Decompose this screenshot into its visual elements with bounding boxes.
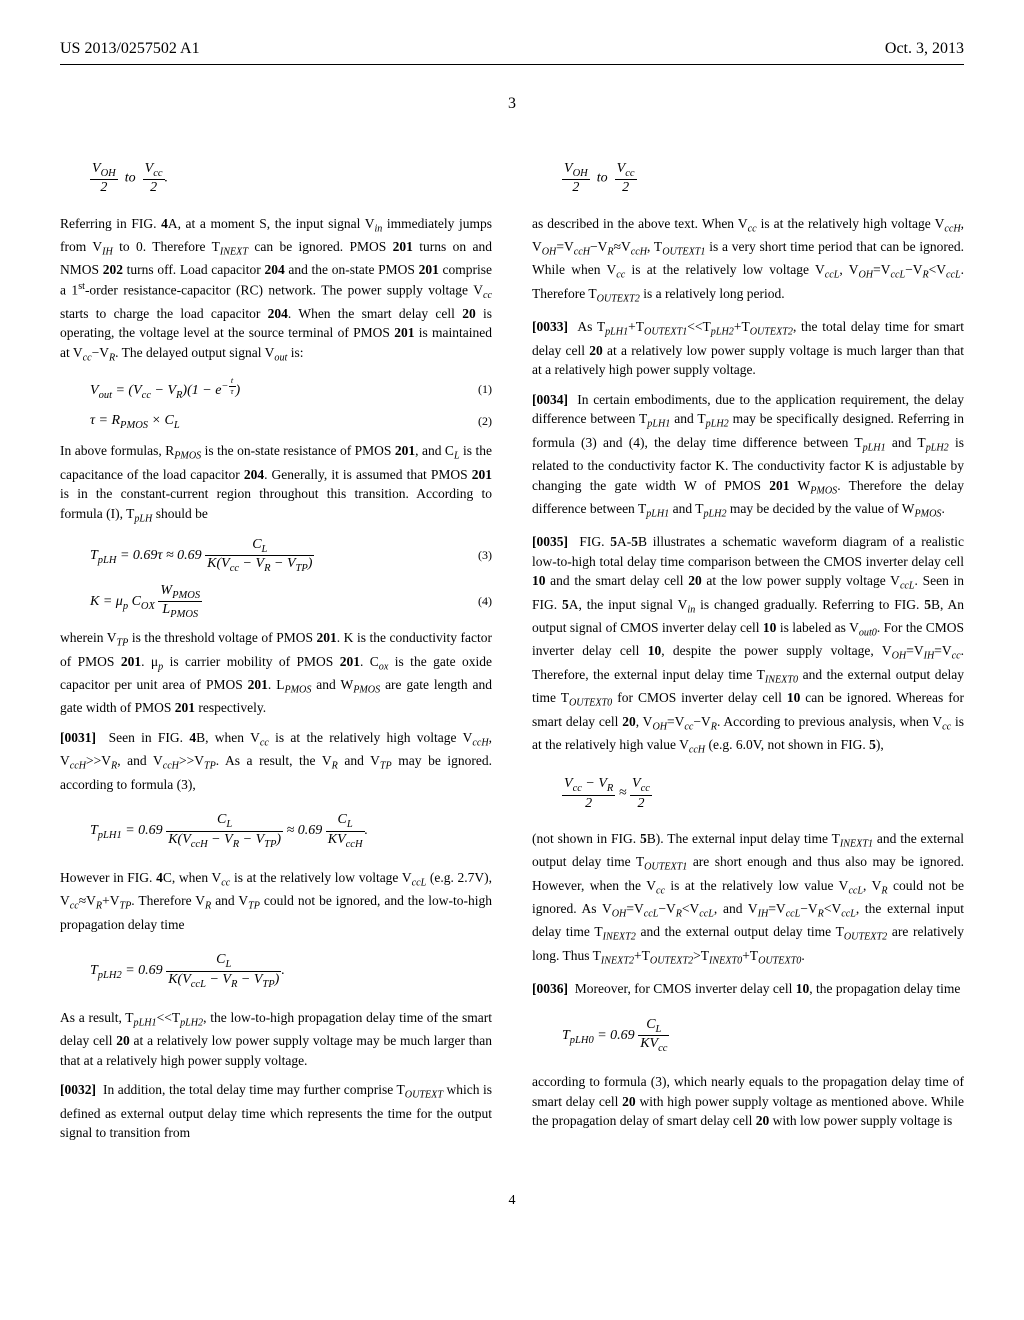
paragraph-r5: (not shown in FIG. 5B). The external inp… <box>532 829 964 969</box>
paragraph-r7: according to formula (3), which nearly e… <box>532 1072 964 1131</box>
equation-tplh1: TpLH1 = 0.69 CLK(VccH − VR − VTP) ≈ 0.69… <box>90 812 492 850</box>
right-column: VOH2 to Vcc2 as described in the above t… <box>532 143 964 1153</box>
paragraph-p6: As a result, TpLH1<<TpLH2, the low-to-hi… <box>60 1008 492 1070</box>
paragraph-0033: [0033] As TpLH1+TOUTEXT1<<TpLH2+TOUTEXT2… <box>532 317 964 379</box>
paragraph-p2: In above formulas, RPMOS is the on-state… <box>60 441 492 527</box>
paragraph-0034: [0034] In certain embodiments, due to th… <box>532 390 964 523</box>
paragraph-0031: [0031] Seen in FIG. 4B, when Vcc is at t… <box>60 728 492 794</box>
patent-page: US 2013/0257502 A1 Oct. 3, 2013 3 VOH2 t… <box>0 0 1024 1249</box>
patent-date: Oct. 3, 2013 <box>885 40 964 58</box>
paragraph-0036: [0036] Moreover, for CMOS inverter delay… <box>532 979 964 999</box>
equation-4: K = μp COX WPMOSLPMOS (4) <box>90 583 492 621</box>
equation-tplh2: TpLH2 = 0.69 CLK(VccL − VR − VTP). <box>90 952 492 990</box>
equation-1: Vout = (Vcc − VR)(1 − e−tτ) (1) <box>90 376 492 403</box>
paragraph-0032: [0032] In addition, the total delay time… <box>60 1080 492 1142</box>
formula-voh-vcc-right: VOH2 to Vcc2 <box>562 161 964 196</box>
equation-tplh0: TpLH0 = 0.69 CLKVcc <box>562 1017 964 1055</box>
patent-number: US 2013/0257502 A1 <box>60 40 200 58</box>
page-number-bottom: 4 <box>60 1193 964 1209</box>
paragraph-p5: However in FIG. 4C, when Vcc is at the r… <box>60 868 492 934</box>
page-number-top: 3 <box>60 95 964 113</box>
page-header: US 2013/0257502 A1 Oct. 3, 2013 <box>60 40 964 65</box>
paragraph-p3: wherein VTP is the threshold voltage of … <box>60 628 492 718</box>
two-column-layout: VOH2 to Vcc2. Referring in FIG. 4A, at a… <box>60 143 964 1153</box>
equation-2: τ = RPMOS × CL (2) <box>90 411 492 433</box>
left-column: VOH2 to Vcc2. Referring in FIG. 4A, at a… <box>60 143 492 1153</box>
paragraph-r1: as described in the above text. When Vcc… <box>532 214 964 307</box>
equation-3: TpLH = 0.69τ ≈ 0.69 CLK(Vcc − VR − VTP) … <box>90 537 492 575</box>
equation-vcc-vr: Vcc − VR2 ≈ Vcc2 <box>562 776 964 811</box>
formula-voh-vcc: VOH2 to Vcc2. <box>90 161 492 196</box>
paragraph-p1: Referring in FIG. 4A, at a moment S, the… <box>60 214 492 367</box>
paragraph-0035: [0035] FIG. 5A-5B illustrates a schemati… <box>532 532 964 758</box>
